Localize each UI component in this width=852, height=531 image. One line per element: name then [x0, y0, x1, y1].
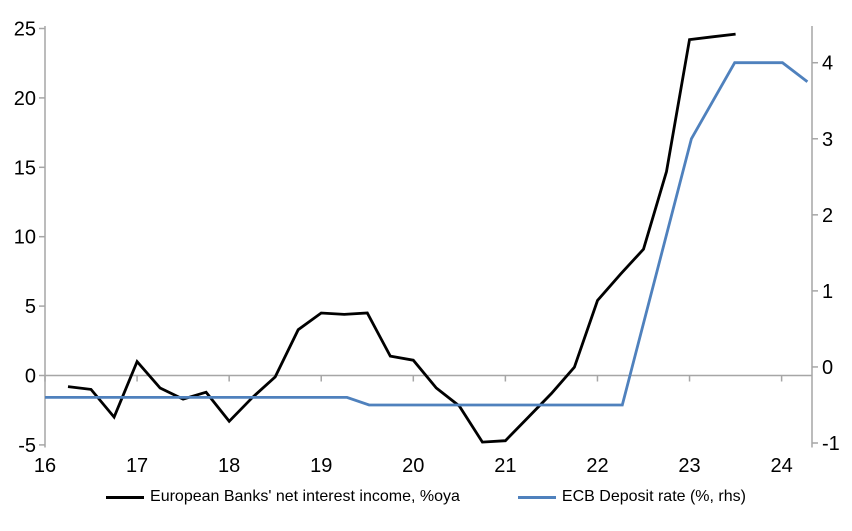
- left-axis-tick-label: 5: [25, 296, 36, 318]
- x-axis-tick-label: 18: [218, 455, 240, 477]
- legend-item-ecb: ECB Deposit rate (%, rhs): [517, 488, 746, 506]
- legend-label-nii: European Banks' net interest income, %oy…: [150, 488, 460, 505]
- x-axis-tick-label: 22: [586, 455, 608, 477]
- left-axis-tick-label: -5: [18, 435, 36, 457]
- left-axis-tick-label: 15: [14, 157, 36, 179]
- ecb-line-sample-icon: [517, 495, 556, 499]
- left-axis-tick-label: 25: [14, 19, 36, 41]
- right-axis-tick-label: 4: [822, 53, 833, 75]
- x-axis-tick-label: 19: [310, 455, 332, 477]
- right-axis-tick-label: 2: [822, 205, 833, 227]
- legend-item-nii: European Banks' net interest income, %oy…: [106, 488, 460, 506]
- left-axis-tick-label: 20: [14, 88, 36, 110]
- left-axis-tick-label: 10: [14, 227, 36, 249]
- x-axis-tick-label: 20: [402, 455, 424, 477]
- right-axis-tick-label: 3: [822, 129, 833, 151]
- nii-data-line: [67, 32, 736, 444]
- right-axis-tick-label: -1: [822, 433, 840, 455]
- nii-line-sample-icon: [106, 495, 145, 499]
- legend-label-ecb: ECB Deposit rate (%, rhs): [561, 488, 746, 505]
- x-axis-tick-label: 23: [678, 455, 700, 477]
- right-axis-tick-label: 0: [822, 357, 833, 379]
- legend: European Banks' net interest income, %oy…: [0, 488, 852, 506]
- x-axis-tick-label: 16: [34, 455, 56, 477]
- x-axis-tick-label: 21: [494, 455, 516, 477]
- x-axis-tick-label: 17: [126, 455, 148, 477]
- right-axis-tick-label: 1: [822, 281, 833, 303]
- x-axis-tick-label: 24: [770, 455, 792, 477]
- left-axis-tick-label: 0: [25, 366, 36, 388]
- ecb-data-line: [45, 61, 809, 407]
